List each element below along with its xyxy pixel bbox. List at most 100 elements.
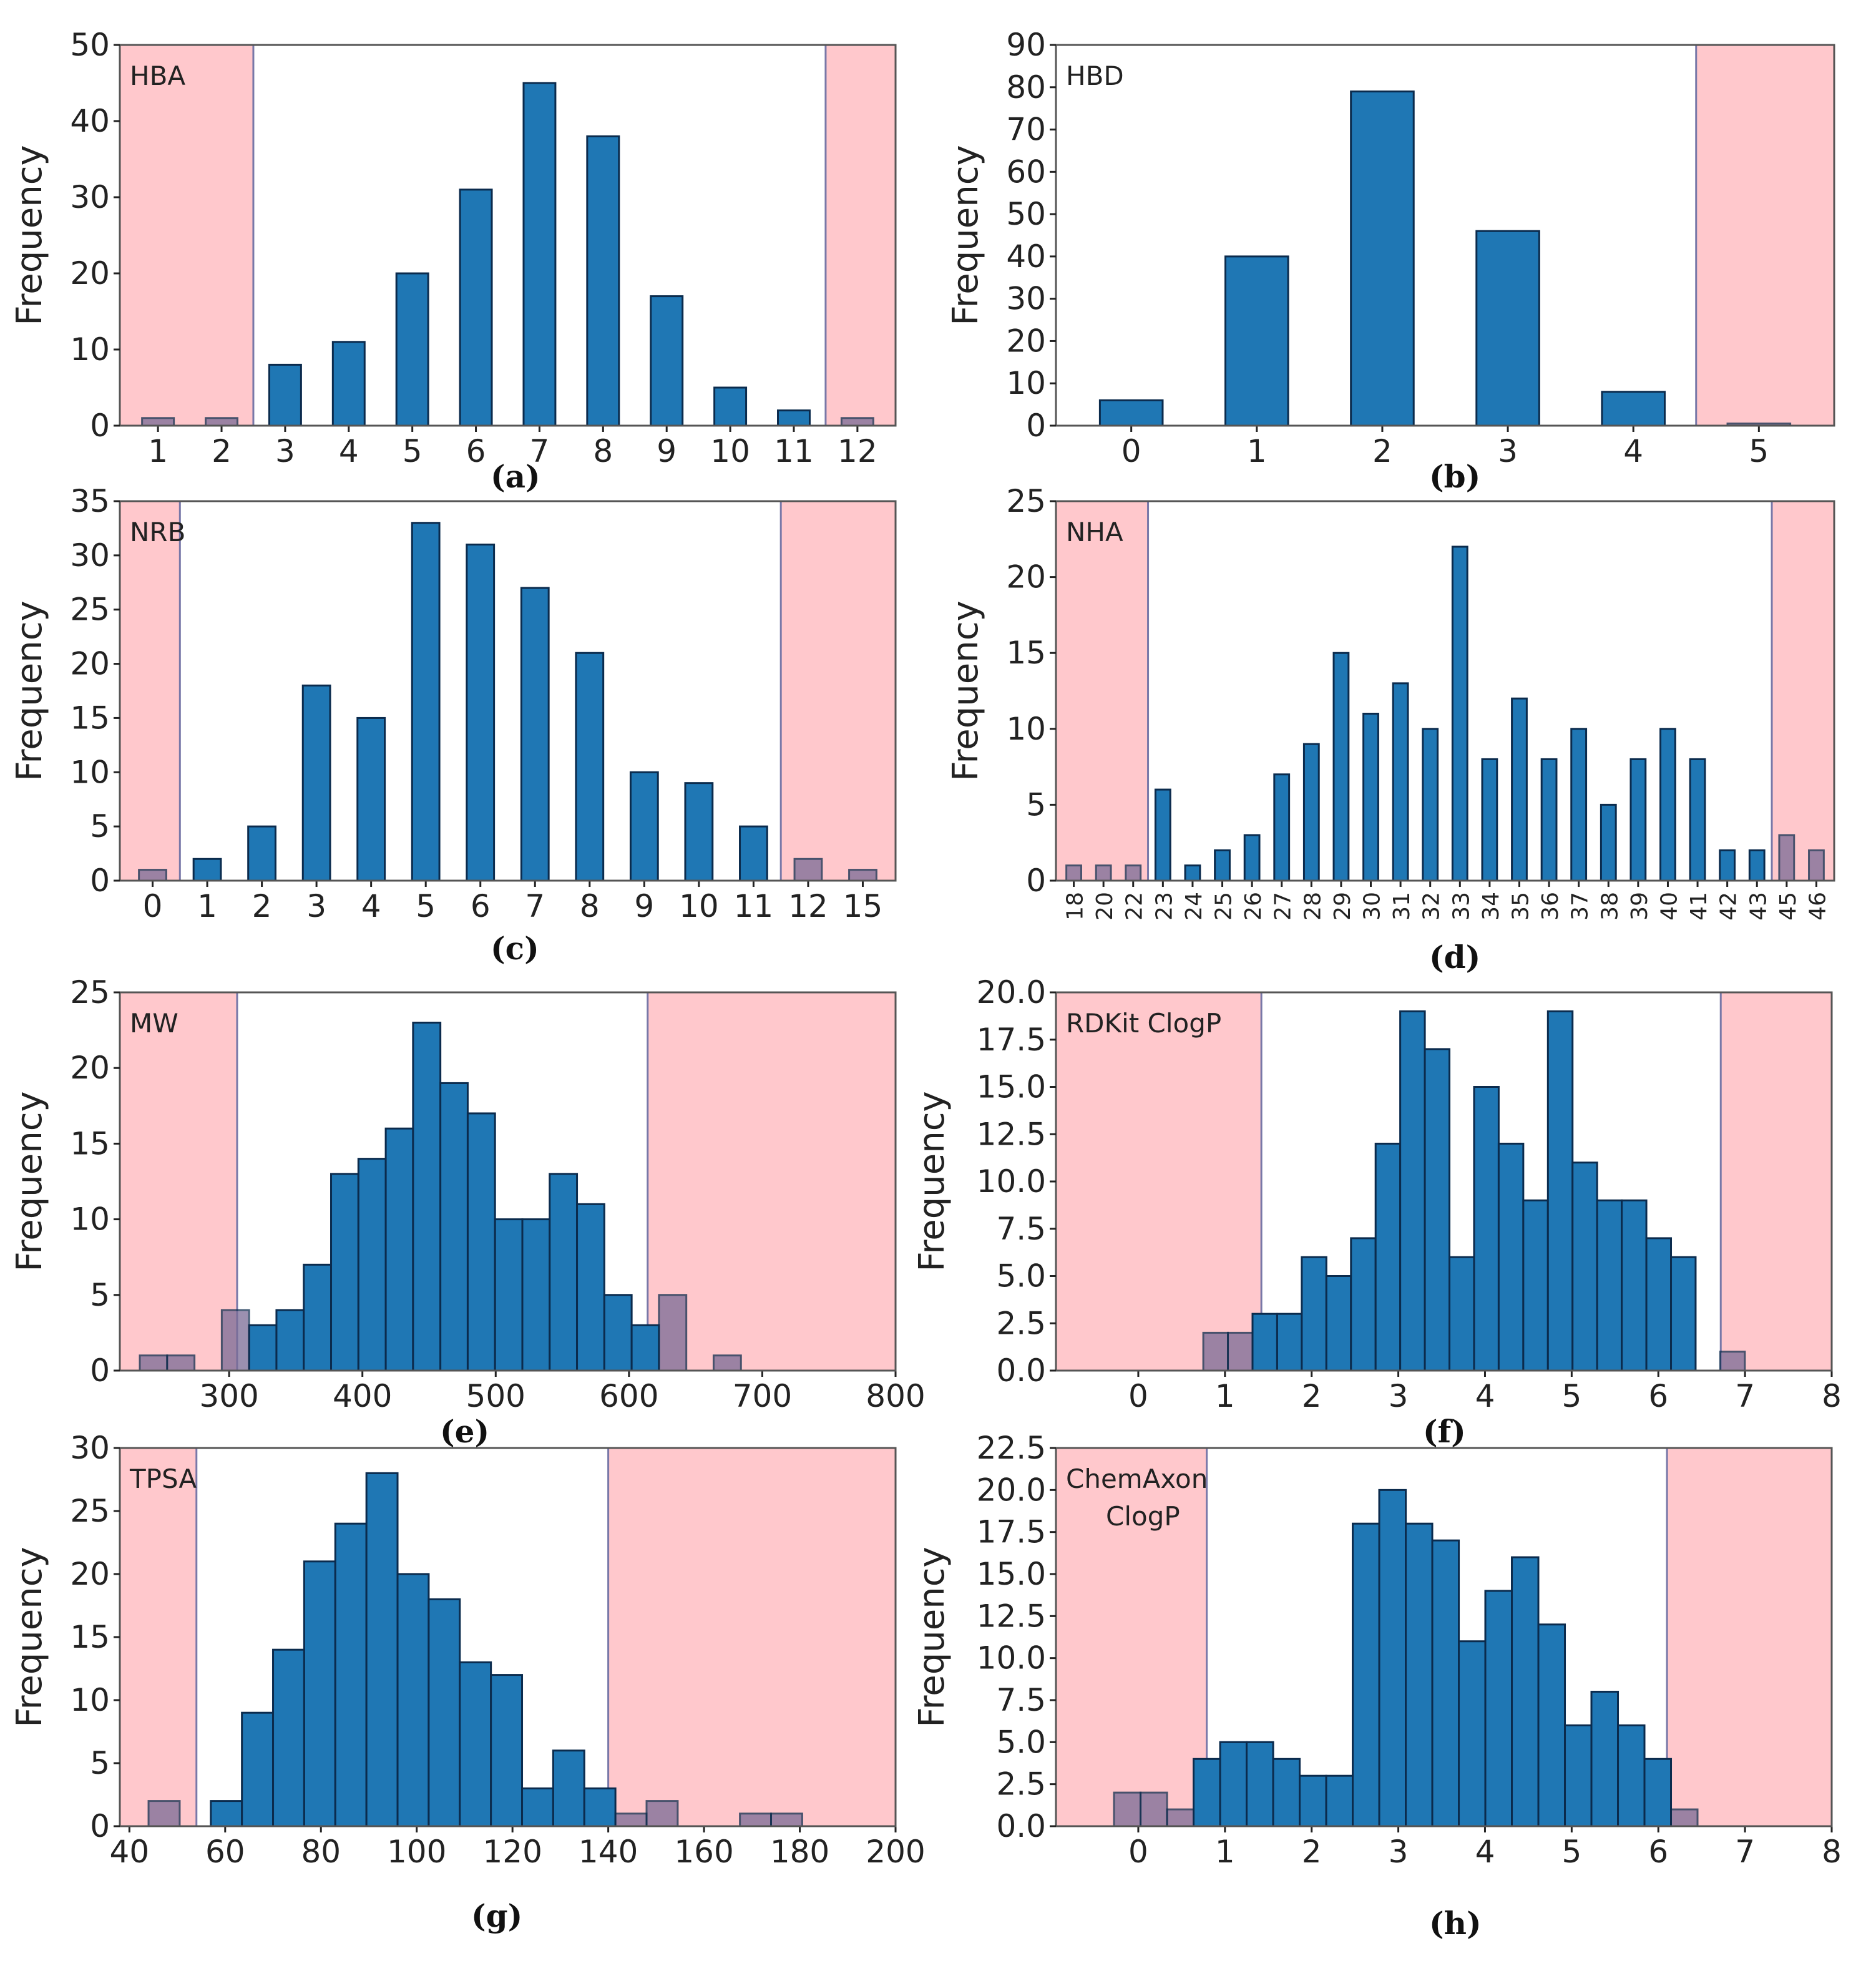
y-tick-label: 20 — [1006, 559, 1046, 595]
bar — [303, 1560, 336, 1827]
bar — [1374, 1142, 1402, 1372]
caption-h: (h) — [1429, 1905, 1482, 1942]
y-tick-label: 7.5 — [996, 1682, 1046, 1718]
x-tick-label: 700 — [733, 1378, 792, 1414]
x-tick-label: 6 — [1648, 1834, 1668, 1870]
x-tick-label: 11 — [774, 433, 814, 469]
bar — [1571, 1162, 1598, 1372]
shaded-region — [607, 1447, 897, 1827]
x-tick-label: 11 — [734, 888, 774, 924]
y-tick-label: 12.5 — [977, 1116, 1046, 1152]
y-axis-label: Frequency — [9, 600, 50, 781]
y-tick-label: 12.5 — [977, 1598, 1046, 1634]
x-tick-label: 27 — [1271, 892, 1296, 921]
x-tick-label: 2 — [1302, 1378, 1322, 1414]
x-tick-label: 2 — [1372, 433, 1392, 469]
bar — [1431, 1539, 1460, 1827]
y-tick-label: 20.0 — [977, 974, 1046, 1010]
y-tick-label: 0.0 — [996, 1808, 1046, 1844]
x-tick-label: 22 — [1122, 892, 1148, 921]
y-tick-label: 5 — [90, 1277, 110, 1313]
bar — [1140, 1791, 1168, 1827]
bar — [1098, 399, 1164, 427]
shaded-region — [1666, 1447, 1833, 1827]
y-tick-label: 5.0 — [996, 1724, 1046, 1760]
x-tick-label: 33 — [1449, 892, 1474, 921]
y-tick-label: 40 — [70, 103, 110, 139]
plot-frame — [119, 500, 897, 882]
bar — [1484, 1590, 1513, 1827]
y-tick-label: 0 — [1026, 408, 1046, 444]
bar — [1202, 1331, 1229, 1372]
y-tick-label: 15 — [1006, 635, 1046, 671]
x-tick-label: 37 — [1568, 892, 1593, 921]
plot-frame — [1055, 44, 1835, 427]
bar — [1399, 1010, 1426, 1372]
x-tick-label: 0 — [143, 888, 163, 924]
bar — [1224, 255, 1289, 427]
bar — [1645, 1237, 1673, 1372]
x-tick-label: 36 — [1538, 892, 1563, 921]
y-tick-label: 0 — [90, 408, 110, 444]
x-tick-label: 15 — [843, 888, 883, 924]
bar — [459, 1661, 492, 1827]
y-tick-label: 17.5 — [977, 1022, 1046, 1058]
x-tick-label: 6 — [1648, 1378, 1668, 1414]
panel-label: ClogP — [1106, 1501, 1180, 1532]
x-tick-label: 8 — [1822, 1378, 1842, 1414]
y-tick-label: 15.0 — [977, 1556, 1046, 1592]
x-tick-label: 5 — [1749, 433, 1769, 469]
x-tick-label: 5 — [416, 888, 436, 924]
x-tick-label: 31 — [1389, 892, 1415, 921]
x-tick-label: 10 — [710, 433, 750, 469]
x-tick-label: 7 — [1735, 1378, 1755, 1414]
y-axis-label: Frequency — [912, 1091, 952, 1271]
x-tick-label: 2 — [212, 433, 232, 469]
bar — [1670, 1256, 1697, 1372]
bar — [411, 522, 441, 882]
x-tick-label: 9 — [657, 433, 677, 469]
x-tick-label: 180 — [770, 1834, 829, 1870]
x-tick-label: 140 — [579, 1834, 638, 1870]
bar — [1601, 391, 1666, 427]
bar — [301, 684, 331, 882]
y-tick-label: 10.0 — [977, 1640, 1046, 1676]
bar — [1350, 90, 1415, 427]
shaded-region — [1719, 991, 1833, 1372]
y-tick-label: 20 — [70, 1556, 110, 1592]
bar — [272, 1648, 305, 1827]
bar — [1405, 1522, 1434, 1827]
x-tick-label: 18 — [1063, 892, 1088, 921]
shaded-region — [119, 991, 238, 1372]
y-tick-label: 40 — [1006, 238, 1046, 275]
bar — [490, 1674, 524, 1827]
bar — [713, 386, 748, 427]
x-tick-label: 0 — [1128, 1378, 1148, 1414]
bar — [1670, 1808, 1699, 1827]
x-tick-label: 40 — [1656, 892, 1682, 921]
shaded-region — [779, 500, 897, 882]
bar — [1251, 1313, 1278, 1372]
bar — [549, 1173, 579, 1372]
bar — [1590, 1691, 1620, 1827]
y-tick-label: 10.0 — [977, 1163, 1046, 1200]
x-tick-label: 5 — [1561, 1378, 1581, 1414]
y-tick-label: 50 — [1006, 196, 1046, 232]
bar — [1246, 1741, 1274, 1827]
x-tick-label: 200 — [866, 1834, 925, 1870]
y-axis-label: Frequency — [945, 600, 986, 781]
x-tick-label: 3 — [1389, 1834, 1409, 1870]
x-tick-label: 12 — [788, 888, 828, 924]
bar — [1193, 1758, 1221, 1827]
bar — [1424, 1048, 1451, 1372]
bar — [552, 1749, 585, 1827]
x-tick-label: 8 — [1822, 1834, 1842, 1870]
bar — [330, 1173, 359, 1372]
y-tick-label: 80 — [1006, 69, 1046, 105]
x-tick-label: 600 — [599, 1378, 658, 1414]
x-tick-label: 1 — [148, 433, 168, 469]
